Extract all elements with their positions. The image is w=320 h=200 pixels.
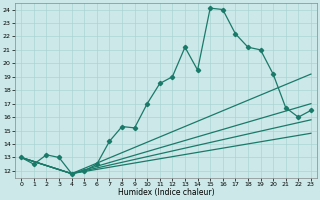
X-axis label: Humidex (Indice chaleur): Humidex (Indice chaleur): [118, 188, 214, 197]
